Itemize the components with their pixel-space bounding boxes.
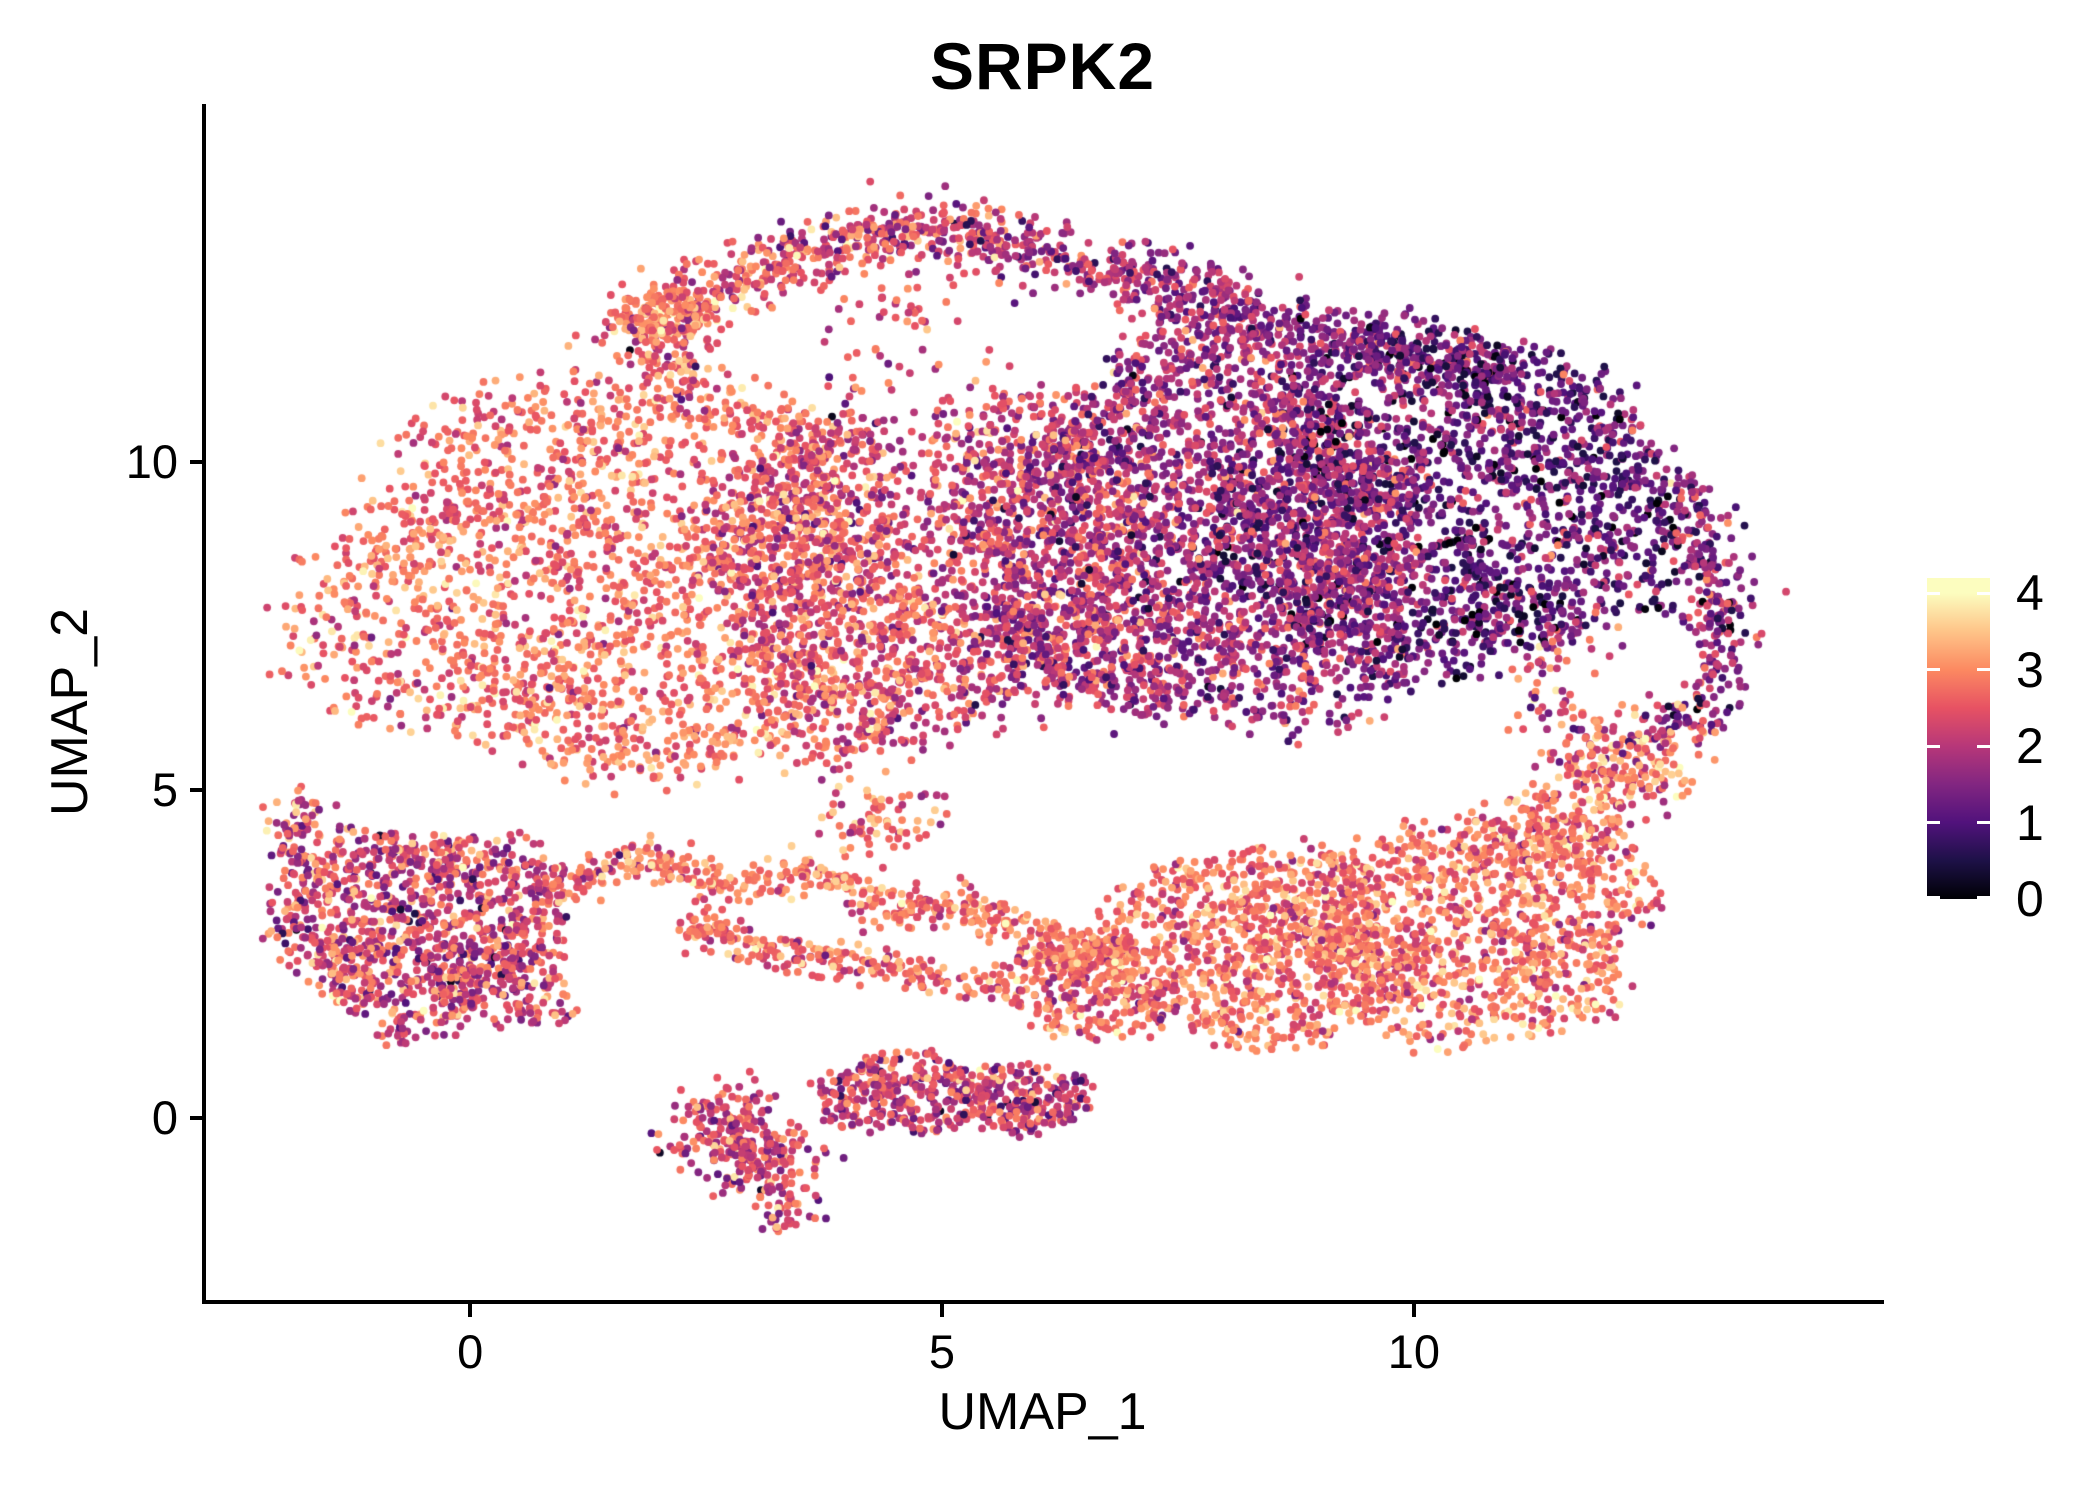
y-tick-label: 0	[151, 1090, 178, 1144]
x-tick-mark	[940, 1304, 944, 1317]
colorbar-tick-mark	[1927, 821, 1940, 825]
y-tick-mark	[190, 459, 203, 464]
x-tick-mark	[468, 1304, 473, 1317]
colorbar-tick-label: 1	[2016, 794, 2044, 851]
y-tick-label: 5	[151, 762, 178, 816]
plot-title: SRPK2	[929, 29, 1156, 103]
colorbar-tick-label: 2	[2016, 718, 2044, 775]
colorbar-tick-mark	[1977, 744, 1990, 748]
x-tick-mark	[1411, 1304, 1416, 1317]
x-tick-label: 10	[1387, 1325, 1440, 1378]
colorbar-tick-label: 3	[2016, 641, 2044, 698]
colorbar-tick-mark	[1977, 668, 1990, 672]
y-tick-mark	[190, 787, 203, 792]
colorbar-gradient	[1927, 578, 1990, 899]
colorbar-tick-label: 4	[2016, 565, 2044, 622]
colorbar-tick-mark	[1977, 896, 1990, 899]
colorbar-tick-mark	[1927, 591, 1940, 595]
y-tick-mark	[190, 1115, 203, 1120]
y-tick-label: 10	[125, 434, 178, 488]
colorbar-tick-mark	[1977, 821, 1990, 825]
colorbar-tick-mark	[1927, 668, 1940, 672]
x-axis-label: UMAP_1	[938, 1383, 1147, 1441]
colorbar-tick-mark	[1977, 591, 1990, 595]
colorbar-tick-mark	[1927, 896, 1940, 899]
x-tick-label: 0	[457, 1325, 484, 1378]
x-tick-label: 5	[928, 1325, 956, 1378]
colorbar-tick-label: 0	[2016, 871, 2044, 927]
x-axis-line	[202, 1300, 1884, 1304]
colorbar-tick-mark	[1927, 744, 1940, 748]
y-axis-line	[202, 104, 206, 1304]
